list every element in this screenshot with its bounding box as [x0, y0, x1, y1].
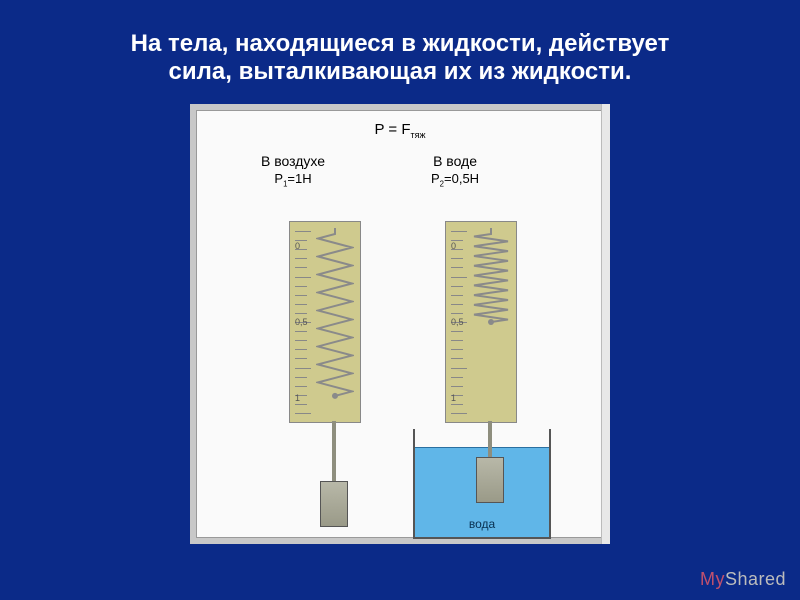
equation-sub: тяж — [410, 130, 425, 140]
rod-air — [332, 421, 336, 489]
spring-svg-air — [316, 228, 354, 416]
figure-canvas: P = Fтяж В воздухе P1=1H В воде P2=0,5H … — [196, 110, 604, 538]
dynamometer-air: 00,51 — [289, 221, 361, 423]
weight-water — [476, 457, 504, 503]
footer-brand: MyShared — [700, 569, 786, 590]
dynamometer-water: 00,51 — [445, 221, 517, 423]
dyn-water-scale: 00,51 — [451, 227, 469, 417]
brand-prefix: My — [700, 569, 725, 589]
spring-svg-water — [472, 228, 510, 416]
dyn-air-spring — [316, 228, 354, 416]
water-label: В воде P2=0,5H — [431, 153, 479, 189]
title-line-2: сила, выталкивающая их из жидкости. — [60, 58, 740, 86]
dyn-air-scale: 00,51 — [295, 227, 313, 417]
air-label: В воздухе P1=1H — [261, 153, 325, 189]
equation-label: P = Fтяж — [374, 121, 425, 140]
water-value: P2=0,5H — [431, 171, 479, 189]
slide: На тела, находящиеся в жидкости, действу… — [0, 0, 800, 600]
water-header: В воде — [431, 153, 479, 169]
water-caption: вода — [469, 517, 495, 531]
brand-suffix: Shared — [725, 569, 786, 589]
air-header: В воздухе — [261, 153, 325, 169]
air-value: P1=1H — [261, 171, 325, 189]
figure-side-edge — [601, 104, 610, 544]
figure-frame: P = Fтяж В воздухе P1=1H В воде P2=0,5H … — [190, 104, 610, 544]
weight-air — [320, 481, 348, 527]
dyn-water-spring — [472, 228, 510, 416]
equation-text: P = F — [374, 121, 410, 138]
slide-title: На тела, находящиеся в жидкости, действу… — [0, 0, 800, 104]
title-line-1: На тела, находящиеся в жидкости, действу… — [60, 30, 740, 58]
